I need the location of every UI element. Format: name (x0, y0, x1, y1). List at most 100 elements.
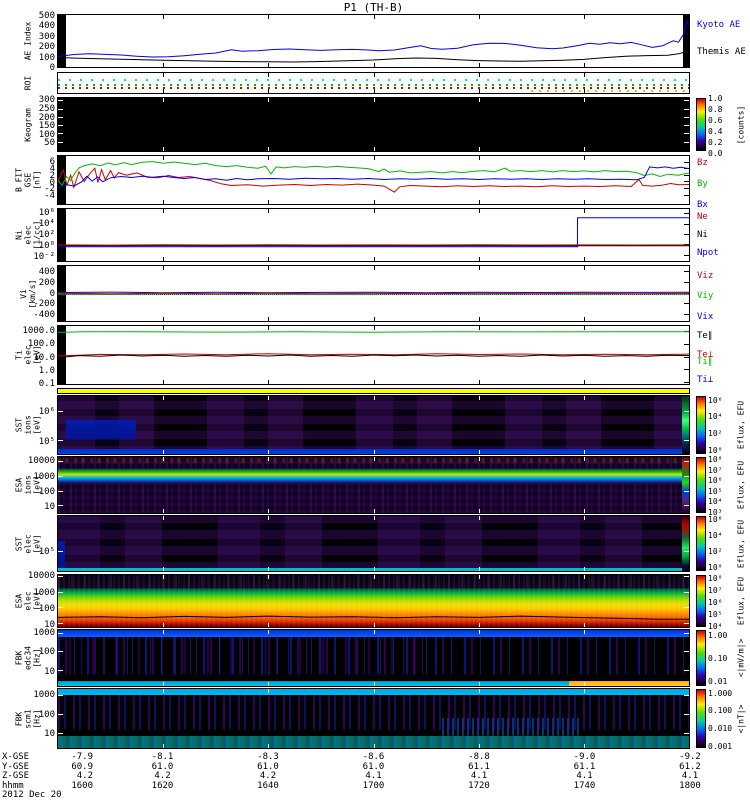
axis-value: 1720 (468, 780, 490, 791)
ae-ytick: 0 (49, 63, 55, 73)
fbk-edc-ytick: 100 (38, 647, 55, 658)
y-tickmark (58, 622, 63, 624)
esa-elec-ytick: 100 (38, 603, 55, 614)
x-tick (373, 575, 375, 579)
x-tick (583, 209, 585, 213)
legend-ti-: Ti⊥ (697, 375, 714, 386)
legend-themis-ae: Themis AE (697, 47, 746, 58)
x-tick (163, 744, 165, 748)
ti-ytick: 1000.0 (22, 326, 55, 336)
axis-value: 61.0 (362, 761, 385, 772)
vi-ylabel: Vi [km/s] (0, 265, 55, 322)
bfit-ylabel-text: B FIT GSE [nT] (14, 167, 41, 193)
x-tick (373, 200, 375, 204)
x-tick (373, 73, 375, 77)
legend-te-: Te∥ (697, 331, 713, 341)
y-tickmark (684, 576, 689, 578)
bfit-series-svg (58, 161, 689, 193)
esa-elec-cbar-unit-text: Eflux, EFU (736, 576, 746, 626)
x-tick (583, 257, 585, 261)
esa-ions-colorbar (696, 457, 706, 513)
x-tick (478, 156, 480, 160)
x-tick (478, 98, 480, 102)
x-tick (583, 516, 585, 520)
y-tickmark (684, 223, 689, 225)
x-tick (163, 450, 165, 454)
axis-value: 61.0 (151, 761, 174, 772)
legend-ti-: Ti∥ (697, 357, 713, 368)
panel-ae (57, 14, 690, 68)
legend-bx: Bx (697, 200, 708, 210)
x-tick (268, 516, 270, 520)
x-tick (478, 317, 480, 321)
axis-value: 1800 (679, 780, 701, 791)
te-par-line (58, 354, 689, 359)
x-tick (163, 396, 165, 400)
legend-viz: Viz (697, 270, 714, 281)
fbk-scm-cbar-tick: 0.010 (708, 724, 733, 734)
sst-elec-cbar-tick: 10⁶ (708, 515, 723, 525)
x-tick (268, 682, 270, 686)
y-tickmark (684, 343, 689, 345)
axis-value: -8.8 (468, 752, 490, 762)
roi-ylabel: ROI (0, 72, 55, 94)
viy-line (58, 293, 689, 296)
axis-value: 4.1 (365, 771, 382, 781)
y-tickmark (684, 108, 689, 110)
panel-bfit (57, 155, 690, 205)
x-tick (163, 689, 165, 693)
y-tickmark (58, 632, 63, 634)
axis-value: -8.3 (257, 752, 279, 762)
y-tickmark (684, 330, 689, 332)
x-tick (373, 516, 375, 520)
x-tick (583, 396, 585, 400)
x-tick (163, 457, 165, 461)
y-tickmark (684, 591, 689, 593)
y-tickmark (58, 490, 63, 492)
y-tickmark (684, 234, 689, 235)
x-tick (268, 98, 270, 102)
fbk-scm-cbar-tick: 1.000 (708, 688, 733, 698)
legend-vix: Vix (697, 311, 714, 322)
data-gap-bar (58, 15, 66, 67)
y-tickmark (58, 125, 63, 127)
esa-ions-cbar-tick: 10⁸ (708, 455, 723, 465)
axis-value: 4.1 (681, 771, 699, 781)
fbk-edc-ytick: 10 (44, 666, 55, 677)
y-tickmark (684, 141, 689, 143)
ti-ylabel: Ti elec [eV] (0, 325, 55, 385)
roi-dotted-line-2 (58, 87, 689, 89)
ni-ytick: 10⁴ (38, 219, 55, 230)
sst-elec-ylabel-text: SST elec [eV] (14, 533, 41, 554)
fbk-scm-ytick: 1000 (33, 689, 55, 700)
x-tick (163, 682, 165, 686)
axis-value: -9.0 (573, 752, 596, 762)
x-tick (373, 744, 375, 748)
esa-ions-cbar-tick: 10⁵ (708, 486, 723, 496)
esa-elec-ytick: 10000 (27, 571, 55, 582)
y-tickmark (58, 591, 63, 593)
x-tick (478, 744, 480, 748)
by-line (58, 161, 689, 187)
bfit-ytick: 4 (49, 163, 55, 174)
fbk-scm-ytick: 10 (44, 729, 55, 740)
esa-elec-series-svg (58, 615, 689, 620)
keogram-ytick: 250 (38, 104, 55, 115)
ni-ylabel-text: Ni elec [1/cc] (14, 220, 41, 250)
axis-row-label-1: Y-GSE (2, 761, 30, 772)
x-tick (373, 450, 375, 454)
keogram-ytick: 150 (38, 121, 55, 132)
x-tick (478, 689, 480, 693)
bfit-ylabel: B FIT GSE [nT] (0, 155, 55, 205)
sst-ions-cbar-tick: 10⁶ (708, 395, 723, 405)
x-tick (478, 209, 480, 213)
x-tick (478, 567, 480, 571)
x-tick (478, 450, 480, 454)
axis-value: -7.9 (71, 752, 93, 762)
y-tickmark (684, 281, 689, 283)
esa-ions-cbar-tick: 10⁷ (708, 465, 723, 475)
x-tick (268, 147, 270, 151)
panel-esa-ions (57, 456, 690, 514)
esa-elec-ytick: 10 (44, 619, 55, 630)
x-tick (583, 147, 585, 151)
